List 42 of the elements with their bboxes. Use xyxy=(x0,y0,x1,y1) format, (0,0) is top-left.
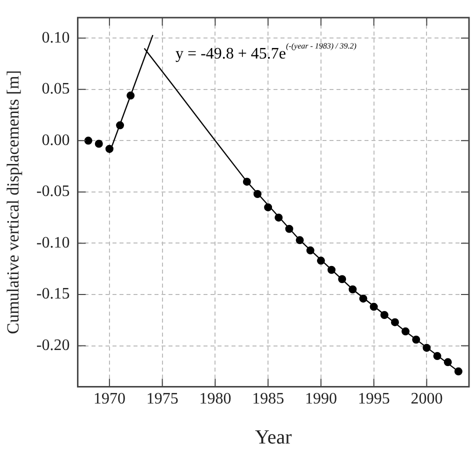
point xyxy=(380,311,388,320)
y-tick-label: 0.10 xyxy=(42,29,70,46)
point xyxy=(84,136,92,145)
point xyxy=(264,203,272,212)
point xyxy=(412,336,420,344)
y-tick-label: -0.05 xyxy=(36,183,70,200)
point xyxy=(94,140,103,148)
point xyxy=(306,246,314,254)
point xyxy=(242,178,251,186)
point xyxy=(402,327,410,336)
y-tick-label: -0.20 xyxy=(36,336,70,354)
point xyxy=(274,214,283,222)
y-tick-label: -0.10 xyxy=(36,234,70,252)
point xyxy=(254,190,262,198)
x-tick-label: 1995 xyxy=(358,390,390,408)
x-tick-label: 1975 xyxy=(146,390,178,408)
x-tick-label: 1980 xyxy=(199,390,232,408)
point xyxy=(338,275,346,284)
point xyxy=(105,144,114,153)
point xyxy=(348,285,357,294)
point xyxy=(328,266,336,274)
point xyxy=(444,358,452,366)
point xyxy=(116,121,124,130)
point xyxy=(370,302,378,311)
y-tick-label: 0.05 xyxy=(42,80,70,98)
y-tick-label: -0.15 xyxy=(36,286,70,303)
point xyxy=(359,294,368,303)
y-axis-title: Cumulative vertical displacements [m] xyxy=(4,70,23,334)
point xyxy=(422,344,431,352)
y-tick-label: 0.00 xyxy=(42,132,70,149)
x-tick-label: 1970 xyxy=(93,390,126,408)
point xyxy=(433,352,442,360)
point xyxy=(454,367,462,376)
point xyxy=(285,224,294,233)
point xyxy=(126,92,135,100)
point xyxy=(390,318,399,326)
x-axis-title: Year xyxy=(254,426,292,448)
point xyxy=(316,256,325,265)
x-tick-label: 1985 xyxy=(252,390,284,408)
x-tick-label: 2000 xyxy=(410,390,443,408)
x-tick-label: 1990 xyxy=(304,390,337,408)
point xyxy=(296,236,304,244)
